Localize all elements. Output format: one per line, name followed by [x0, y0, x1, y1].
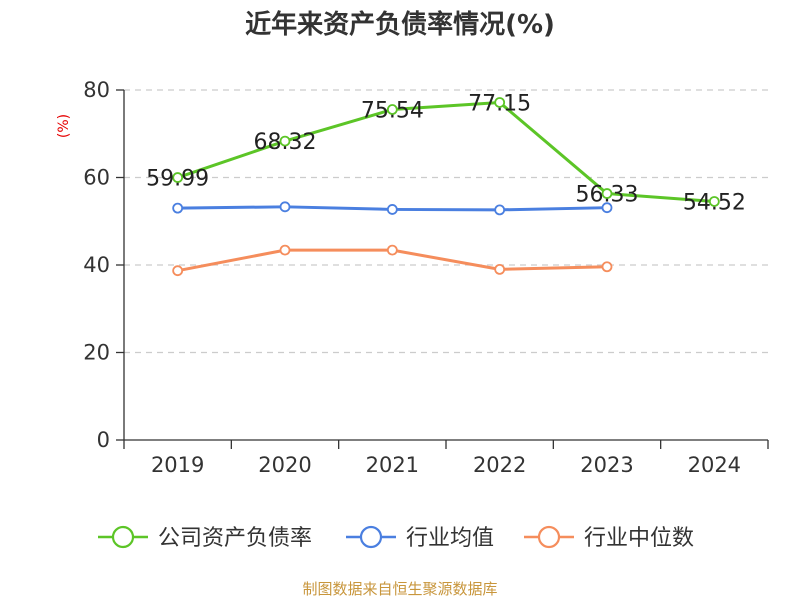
data-label: 68.32 [254, 130, 317, 155]
y-tick-label: 80 [83, 78, 110, 102]
data-point [708, 196, 720, 207]
data-point [172, 202, 184, 214]
grid-lines [124, 89, 768, 354]
x-tick-label: 2021 [366, 453, 419, 477]
data-label: 77.15 [468, 91, 531, 116]
y-axis-label: (%) [56, 114, 72, 138]
data-point [386, 244, 398, 256]
chart-title: 近年来资产负债率情况(%) [245, 10, 555, 40]
series-line-0 [177, 100, 715, 203]
data-point [386, 104, 398, 115]
data-point [172, 172, 184, 183]
x-tick-label: 2020 [258, 453, 311, 477]
data-point [494, 97, 506, 108]
data-label: 75.54 [361, 99, 424, 124]
legend-marker [111, 525, 135, 549]
x-tick-label: 2019 [151, 453, 204, 477]
data-label: 56.33 [576, 183, 639, 208]
data-label: 59.99 [146, 167, 209, 192]
x-tick-label: 2023 [580, 453, 633, 477]
x-tick-label: 2024 [688, 453, 741, 477]
data-point [494, 263, 506, 275]
data-point [601, 202, 613, 214]
y-tick-label: 20 [83, 341, 110, 365]
x-tick-label: 2022 [473, 453, 526, 477]
data-point [279, 135, 291, 147]
axes: 0 20 40 60 80 (%) 2019 2020 2021 2022 2023 2024 [56, 78, 769, 477]
y-tick-label: 0 [97, 428, 110, 452]
footer-source: 制图数据来自恒生聚源数据库 [302, 580, 498, 598]
legend-marker [359, 525, 383, 549]
data-label: 54.52 [683, 190, 746, 215]
data-point [386, 204, 398, 215]
data-point [279, 244, 291, 256]
data-point [279, 201, 291, 213]
data-point [494, 204, 506, 216]
legend-marker [537, 525, 561, 549]
legend-label: 行业均值 [406, 526, 494, 551]
legend-label: 行业中位数 [584, 526, 694, 551]
y-tick-label: 40 [83, 253, 110, 277]
y-tick-label: 60 [83, 166, 110, 190]
data-point [601, 261, 613, 273]
legend-label: 公司资产负债率 [158, 526, 312, 551]
data-labels: 59.99 68.32 75.54 77.15 56.33 54.52 [146, 91, 746, 215]
series-layer [172, 97, 720, 277]
data-point [601, 188, 613, 199]
data-point [172, 265, 184, 277]
legend: 公司资产负债率 行业均值 行业中位数 [98, 525, 694, 551]
